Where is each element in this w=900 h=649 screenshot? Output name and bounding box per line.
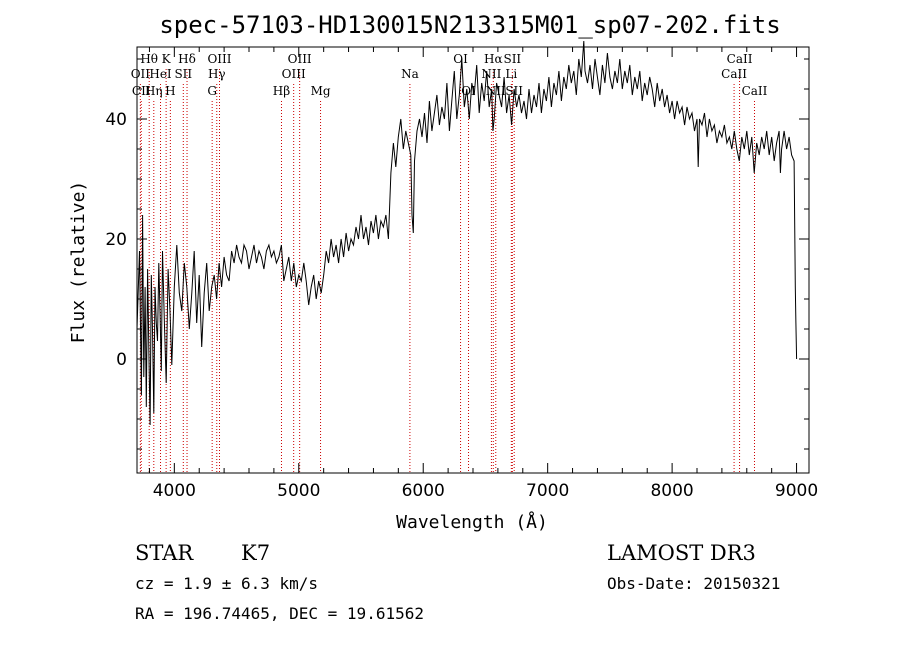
y-tick-label: 0 [116, 350, 127, 370]
spectral-line-label: Hδ [178, 52, 196, 66]
x-tick-label: 8000 [650, 481, 693, 501]
x-tick-label: 5000 [277, 481, 320, 501]
object-class: STAR [135, 541, 194, 565]
spectral-line-label: Na [401, 67, 419, 81]
chart-title: spec-57103-HD130015N213315M01_sp07-202.f… [159, 11, 780, 39]
spectral-line-label: SII [503, 52, 521, 66]
spectral-line-label: SII [174, 67, 192, 81]
spectral-line-label: CaII [742, 84, 768, 98]
coordinates: RA = 196.74465, DEC = 19.61562 [135, 604, 424, 623]
velocity-readout: cz = 1.9 ± 6.3 km/s [135, 574, 318, 593]
spectral-line-label: H [165, 84, 175, 98]
spectral-line-label: OIII [288, 52, 312, 66]
spectral-line-label: HeI [149, 67, 172, 81]
spectral-line-markers [139, 69, 755, 473]
spectral-line-label: Hβ [273, 84, 290, 98]
x-axis-ticks: 4000 5000 6000 7000 8000 9000 [148, 47, 818, 501]
spectral-line-label: OII [131, 67, 151, 81]
spectrum-series-line [136, 40, 798, 426]
spectral-line-label: OI [453, 52, 468, 66]
y-tick-label: 20 [105, 230, 127, 250]
y-axis-label: Flux (relative) [68, 181, 89, 344]
subclass: K7 [241, 541, 270, 565]
spectral-line-label: CaII [721, 67, 747, 81]
spectral-line-label: Hγ [208, 67, 226, 81]
obs-date: Obs-Date: 20150321 [607, 574, 780, 593]
spectral-line-label: Li [505, 67, 517, 81]
x-tick-label: 4000 [153, 481, 196, 501]
spectral-line-label: CaII [727, 52, 753, 66]
spectral-line-label: Hα [484, 52, 503, 66]
x-tick-label: 7000 [526, 481, 569, 501]
spectral-line-label: K [162, 52, 172, 66]
spectral-line-label: Hθ [140, 52, 158, 66]
x-tick-label: 9000 [775, 481, 818, 501]
x-tick-label: 6000 [402, 481, 445, 501]
y-tick-label: 40 [105, 110, 127, 130]
survey-name: LAMOST DR3 [607, 541, 756, 565]
spectral-line-label: Hη [145, 84, 163, 98]
x-axis-label: Wavelength (Å) [396, 511, 548, 533]
y-axis-ticks: 0 20 40 [105, 58, 809, 450]
spectral-line-label: OIII [207, 52, 231, 66]
spectral-line-label: NII [481, 67, 501, 81]
spectral-line-label: Mg [311, 84, 331, 98]
plot-frame [136, 46, 810, 474]
spectral-line-label: OIII [282, 67, 306, 81]
spectral-line-label: G [207, 84, 217, 98]
